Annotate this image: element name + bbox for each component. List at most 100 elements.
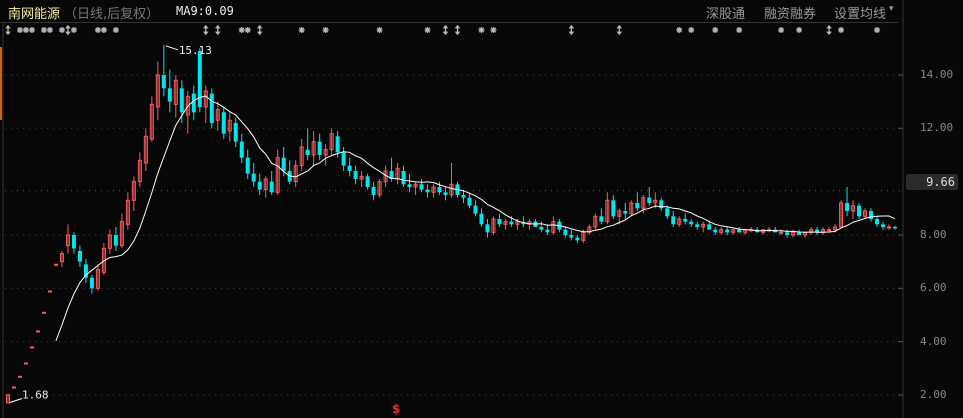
star-stroke: [113, 27, 119, 33]
star-stroke: [490, 27, 497, 33]
candle-up: [311, 141, 316, 156]
star-stroke: [778, 27, 784, 33]
candle-down: [881, 224, 886, 227]
candle-up: [887, 226, 892, 229]
star-stroke: [376, 27, 383, 33]
updown-head-up: [616, 24, 623, 29]
updown-head-down: [65, 31, 71, 36]
event-star-icon[interactable]: [838, 27, 845, 33]
candle-up: [323, 149, 328, 156]
event-star-icon[interactable]: [874, 27, 881, 33]
candle-up: [731, 229, 736, 233]
candle-down: [845, 202, 850, 211]
candle-up: [515, 221, 520, 225]
y-tick-label: 4.00: [920, 334, 947, 348]
set-ma-button[interactable]: 设置均线: [834, 7, 887, 22]
candle-down: [89, 277, 94, 289]
ma-readout: MA9:0.09: [176, 4, 234, 18]
candle-down: [479, 213, 484, 225]
candle-down: [161, 74, 166, 89]
event-star-icon[interactable]: [70, 27, 77, 33]
event-star-icon[interactable]: [28, 27, 35, 33]
chart-mode-label: （日线,后复权）: [64, 7, 160, 22]
y-tick-label: 12.00: [920, 121, 954, 135]
candle-down: [545, 229, 550, 233]
star-stroke: [29, 27, 35, 33]
candle-up: [833, 226, 838, 231]
candle-down: [689, 221, 694, 225]
chevron-down-icon[interactable]: ▾: [889, 4, 894, 14]
event-updown-icon[interactable]: [826, 24, 832, 36]
star-stroke: [245, 27, 251, 33]
event-star-icon[interactable]: [112, 27, 119, 33]
candle-down: [347, 165, 352, 171]
candle-up: [65, 234, 70, 247]
star-stroke: [478, 27, 485, 33]
updown-head-down: [442, 31, 449, 36]
candle-up: [59, 253, 64, 263]
event-star-icon[interactable]: [424, 27, 431, 33]
event-star-icon[interactable]: [16, 27, 23, 33]
candle-down: [569, 234, 574, 238]
event-star-icon[interactable]: [736, 27, 743, 33]
event-star-icon[interactable]: [40, 27, 47, 33]
event-star-icon[interactable]: [58, 27, 65, 33]
stock-title: 南网能源: [8, 7, 61, 22]
candle-down: [239, 141, 244, 158]
event-marker-dollar[interactable]: $: [392, 402, 401, 416]
candle-down: [497, 218, 502, 225]
updown-head-up: [256, 24, 263, 29]
event-updown-icon[interactable]: [256, 24, 263, 36]
event-updown-icon[interactable]: [202, 24, 209, 36]
star-stroke: [299, 27, 305, 33]
star-stroke: [239, 27, 245, 33]
shenzhen-connect-button[interactable]: 深股通: [706, 7, 746, 22]
candle-up: [359, 175, 364, 180]
candle-up: [119, 221, 124, 247]
margin-trading-button[interactable]: 融资融券: [764, 7, 817, 22]
event-star-icon[interactable]: [100, 27, 107, 33]
event-updown-icon[interactable]: [616, 24, 623, 36]
candle-down: [737, 229, 742, 233]
star-stroke: [874, 27, 880, 33]
candle-up: [29, 346, 34, 349]
event-star-icon[interactable]: [244, 27, 251, 33]
candle-down: [869, 210, 874, 219]
chart-header: 南网能源 （日线,后复权） MA9:0.09 深股通 融资融券 设置均线 ▾: [0, 0, 898, 23]
event-star-icon[interactable]: [688, 27, 695, 33]
left-edge-marker: [0, 47, 2, 120]
event-star-icon[interactable]: [478, 27, 485, 33]
candle-down: [251, 173, 256, 182]
event-star-icon[interactable]: [712, 27, 719, 33]
candle-up: [11, 386, 16, 389]
candle-down: [563, 229, 568, 235]
star-stroke: [688, 27, 694, 33]
event-updown-icon[interactable]: [454, 24, 461, 36]
event-star-icon[interactable]: [46, 27, 53, 33]
event-updown-icon[interactable]: [214, 24, 221, 36]
event-star-icon[interactable]: [490, 27, 497, 33]
candle-up: [41, 311, 46, 314]
updown-head-up: [442, 24, 449, 29]
event-updown-icon[interactable]: [65, 24, 71, 36]
event-star-icon[interactable]: [94, 27, 101, 33]
event-updown-icon[interactable]: [568, 24, 575, 36]
event-star-icon[interactable]: [22, 27, 29, 33]
event-star-icon[interactable]: [778, 27, 785, 33]
candle-up: [779, 231, 784, 234]
event-updown-icon[interactable]: [442, 24, 449, 36]
candle-down: [191, 93, 196, 113]
event-updown-icon[interactable]: [5, 24, 11, 36]
event-star-icon[interactable]: [376, 27, 383, 33]
candle-down: [635, 202, 640, 209]
event-star-icon[interactable]: [796, 27, 803, 33]
candle-down: [71, 234, 76, 249]
event-star-icon[interactable]: [322, 27, 329, 33]
event-star-icon[interactable]: [298, 27, 305, 33]
candle-up: [185, 95, 190, 116]
event-star-icon[interactable]: [676, 27, 683, 33]
candle-up: [629, 202, 634, 215]
event-star-icon[interactable]: [238, 27, 245, 33]
candle-up: [95, 269, 100, 289]
